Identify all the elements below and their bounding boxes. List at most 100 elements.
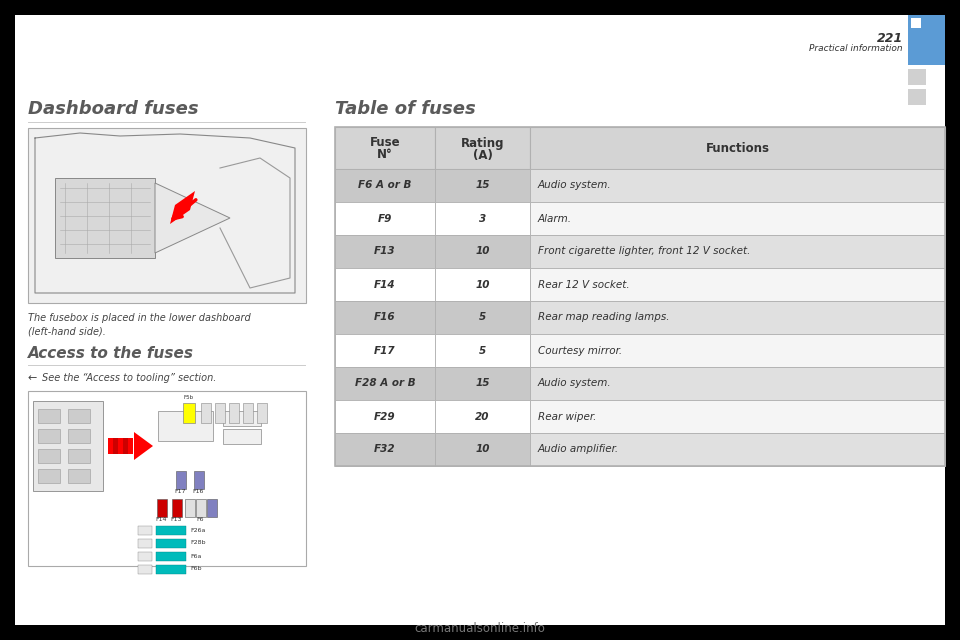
Text: Functions: Functions — [706, 141, 770, 154]
Text: ←: ← — [28, 373, 37, 383]
Bar — [113, 438, 118, 454]
Bar — [108, 438, 113, 454]
Bar — [530, 367, 945, 400]
Text: 15: 15 — [475, 378, 490, 388]
Bar — [68, 409, 90, 423]
Bar — [158, 411, 213, 441]
Text: Front cigarette lighter, front 12 V socket.: Front cigarette lighter, front 12 V sock… — [538, 246, 751, 257]
Text: F14: F14 — [156, 517, 167, 522]
Bar — [435, 334, 530, 367]
Text: Table of fuses: Table of fuses — [335, 100, 476, 118]
Text: Fuse: Fuse — [370, 136, 400, 150]
Text: F6 A or B: F6 A or B — [358, 180, 412, 191]
Bar — [215, 403, 225, 423]
Text: 5: 5 — [479, 312, 486, 323]
Bar — [335, 235, 435, 268]
Text: F14: F14 — [374, 280, 396, 289]
Bar — [138, 565, 152, 574]
Text: Alarm.: Alarm. — [538, 214, 572, 223]
Bar — [530, 334, 945, 367]
Bar — [335, 301, 435, 334]
Text: F5b: F5b — [184, 395, 194, 400]
Text: See the “Access to tooling” section.: See the “Access to tooling” section. — [42, 373, 216, 383]
Bar — [194, 471, 204, 489]
Text: F17: F17 — [175, 489, 185, 494]
Bar — [243, 403, 253, 423]
Bar — [335, 367, 435, 400]
Text: 5: 5 — [479, 346, 486, 355]
Text: 10: 10 — [475, 445, 490, 454]
Bar — [435, 235, 530, 268]
Bar — [530, 433, 945, 466]
Bar — [530, 268, 945, 301]
Bar — [435, 433, 530, 466]
Bar — [435, 301, 530, 334]
Bar — [68, 449, 90, 463]
Bar — [38, 469, 60, 483]
Text: F6: F6 — [196, 517, 204, 522]
Bar — [156, 565, 186, 574]
Bar — [28, 128, 306, 303]
Bar — [38, 409, 60, 423]
Bar — [908, 15, 945, 65]
Text: F28 A or B: F28 A or B — [354, 378, 416, 388]
Bar — [335, 334, 435, 367]
Text: F13: F13 — [374, 246, 396, 257]
Text: 15: 15 — [475, 180, 490, 191]
Polygon shape — [134, 432, 153, 460]
Bar — [229, 403, 239, 423]
Bar — [156, 526, 186, 535]
Bar — [156, 552, 186, 561]
Bar — [530, 202, 945, 235]
Bar — [435, 400, 530, 433]
Text: F9: F9 — [378, 214, 393, 223]
Text: Rating: Rating — [461, 136, 504, 150]
Bar — [335, 202, 435, 235]
Bar — [435, 169, 530, 202]
Bar — [435, 367, 530, 400]
Bar — [172, 499, 182, 517]
Text: Dashboard fuses: Dashboard fuses — [28, 100, 199, 118]
Text: Courtesy mirror.: Courtesy mirror. — [538, 346, 622, 355]
Bar — [55, 178, 155, 258]
Bar — [128, 438, 133, 454]
Text: F29: F29 — [374, 412, 396, 422]
Text: Audio amplifier.: Audio amplifier. — [538, 445, 619, 454]
Text: F16: F16 — [374, 312, 396, 323]
Bar — [530, 400, 945, 433]
Bar — [257, 403, 267, 423]
Text: 10: 10 — [475, 280, 490, 289]
Bar — [157, 499, 167, 517]
Bar — [201, 403, 211, 423]
Bar — [33, 401, 103, 491]
Text: F16: F16 — [192, 489, 204, 494]
Bar — [138, 539, 152, 548]
Bar — [185, 499, 195, 517]
Text: 221: 221 — [876, 32, 903, 45]
Polygon shape — [170, 191, 195, 224]
Bar — [908, 89, 926, 105]
Text: N°: N° — [377, 148, 393, 161]
Bar — [138, 552, 152, 561]
Bar — [335, 127, 435, 169]
Bar — [38, 449, 60, 463]
Text: Audio system.: Audio system. — [538, 378, 612, 388]
Bar — [138, 526, 152, 535]
Text: Practical information: Practical information — [809, 44, 903, 53]
Text: F28b: F28b — [190, 541, 205, 545]
Bar — [435, 202, 530, 235]
Text: F26a: F26a — [190, 527, 205, 532]
Bar — [68, 469, 90, 483]
Bar — [530, 169, 945, 202]
Bar — [223, 429, 261, 444]
Bar — [156, 539, 186, 548]
Text: Rear wiper.: Rear wiper. — [538, 412, 596, 422]
Text: Audio system.: Audio system. — [538, 180, 612, 191]
Text: 20: 20 — [475, 412, 490, 422]
Text: F13: F13 — [170, 517, 181, 522]
Bar — [183, 403, 195, 423]
Text: 3: 3 — [479, 214, 486, 223]
Bar — [123, 438, 128, 454]
Text: F6b: F6b — [190, 566, 202, 572]
Text: (left-hand side).: (left-hand side). — [28, 326, 106, 336]
